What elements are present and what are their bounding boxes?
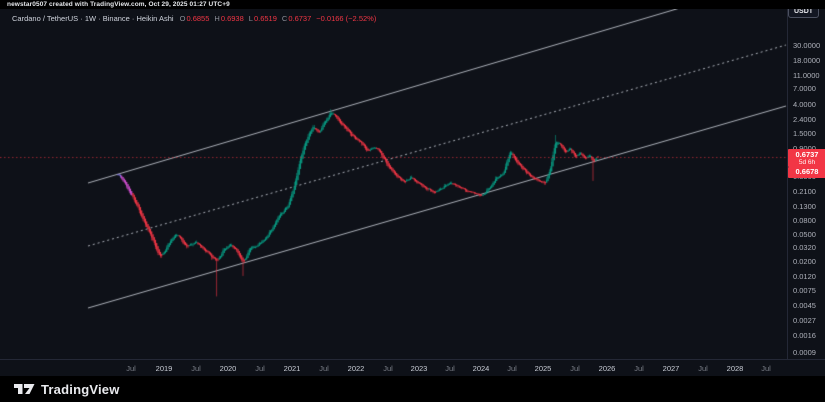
time-tick-month: Jul	[255, 364, 265, 373]
secondary-price-label: 0.6678	[788, 166, 825, 178]
price-tick-label: 0.2100	[793, 187, 816, 197]
attribution-text: newstar0507 created with TradingView.com…	[7, 1, 230, 8]
price-tick-label: 11.0000	[793, 70, 820, 80]
price-tick-label: 30.0000	[793, 40, 821, 50]
price-tick-label: 0.0800	[793, 215, 816, 225]
time-tick-year: 2026	[598, 364, 616, 373]
time-tick-month: Jul	[761, 364, 771, 373]
price-tick-label: 18.0000	[793, 55, 821, 65]
price-tick-label: 0.0200	[793, 256, 816, 266]
symbol-info-row[interactable]: Cardano / TetherUS · 1W · Binance · Heik…	[12, 14, 376, 23]
time-tick-month: Jul	[191, 364, 201, 373]
time-tick-month: Jul	[445, 364, 455, 373]
price-axis[interactable]: 0.6737 5d 6h 0.6678 30.0000 18.0000 11.000…	[787, 9, 825, 359]
tradingview-logo-icon	[14, 384, 35, 394]
price-tick-label: 0.0009	[793, 348, 816, 358]
ohlc-high: H 0.6938	[214, 14, 244, 23]
price-tick-label: 0.0320	[793, 242, 816, 252]
tradingview-logo-link[interactable]: TradingView	[13, 381, 120, 397]
time-tick-year: 2020	[219, 364, 237, 373]
ohlc-open: O 0.6855	[179, 14, 210, 23]
time-tick-month: Jul	[319, 364, 329, 373]
time-tick-month: Jul	[383, 364, 393, 373]
time-tick-year: 2021	[283, 364, 301, 373]
time-tick-month: Jul	[698, 364, 708, 373]
time-axis[interactable]: Jul 2019 Jul 2020 Jul 2021 Jul 2022 Jul 2023 Jul 20…	[0, 359, 825, 376]
attribution-bar: newstar0507 created with TradingView.com…	[0, 0, 825, 9]
price-tick-label: 1.5000	[793, 129, 816, 139]
time-tick-month: Jul	[570, 364, 580, 373]
time-tick-year: 2027	[662, 364, 680, 373]
ohlc-change: −0.0166 (−2.52%)	[316, 14, 377, 23]
price-tick-label: 0.0500	[793, 229, 816, 239]
ohlc-close: C 0.6737	[281, 14, 312, 23]
price-chart-canvas[interactable]	[0, 9, 787, 359]
ohlc-low: L 0.6519	[248, 14, 277, 23]
price-tick-label: 7.0000	[793, 83, 816, 93]
time-tick-year: 2025	[534, 364, 552, 373]
price-tick-label: 0.0016	[793, 331, 816, 341]
time-tick-year: 2028	[726, 364, 744, 373]
footer-bar: TradingView	[0, 376, 825, 402]
time-tick-year: 2022	[347, 364, 365, 373]
time-tick-year: 2023	[410, 364, 428, 373]
price-tick-label: 0.0120	[793, 271, 816, 281]
price-tick-label: 4.0000	[793, 100, 816, 110]
last-price-value: 0.6737	[795, 149, 819, 159]
time-tick-month: Jul	[507, 364, 517, 373]
bar-countdown: 5d 6h	[798, 158, 816, 166]
time-tick-year: 2019	[155, 364, 173, 373]
time-tick-month: Jul	[634, 364, 644, 373]
time-tick-month: Jul	[126, 364, 136, 373]
price-tick-label: 0.0045	[793, 300, 816, 310]
ohlc-values-group: O 0.6855 H 0.6938 L 0.6519 C 0.6737 −0.0…	[180, 14, 377, 23]
price-tick-label: 0.0075	[793, 285, 816, 295]
tradingview-brand-text: TradingView	[41, 381, 120, 397]
symbol-title[interactable]: Cardano / TetherUS · 1W · Binance · Heik…	[12, 14, 174, 23]
time-tick-year: 2024	[472, 364, 490, 373]
price-tick-label: 0.0027	[793, 316, 816, 325]
price-tick-label: 0.1300	[793, 201, 816, 211]
last-price-label: 0.6737 5d 6h	[788, 148, 825, 167]
price-tick-label: 2.4000	[793, 115, 816, 125]
